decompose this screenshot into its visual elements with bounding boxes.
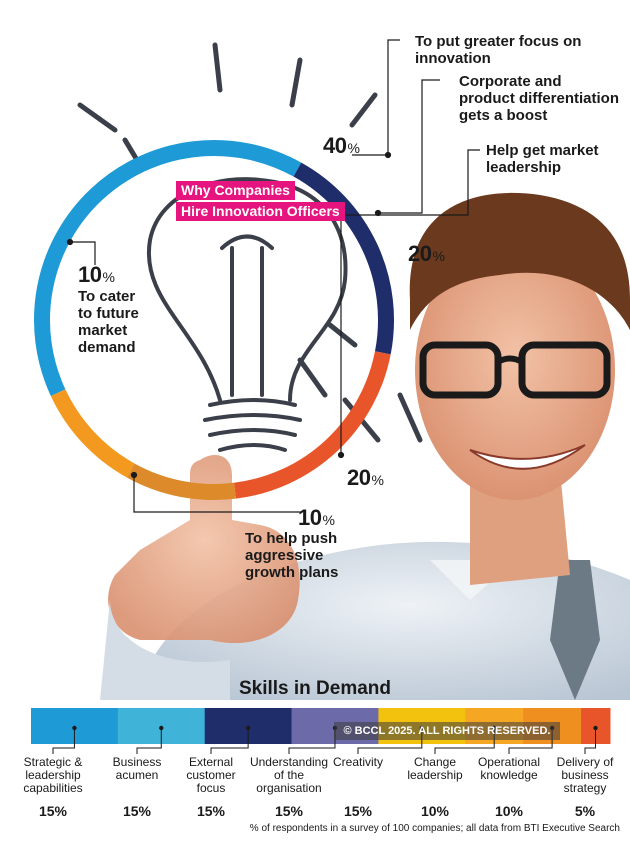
skill-value-delivery-of-business-strategy: 5% — [574, 803, 596, 819]
leader-line-innovation — [352, 39, 400, 156]
skills-leader-line-delivery-of-business-strategy — [584, 728, 597, 754]
skills-leader-line-business-acumen — [136, 728, 162, 754]
skill-label-business-acumen: Business acumen — [112, 755, 162, 782]
skill-label-understanding-of-the-organisation: Understanding of the organisation — [249, 755, 329, 795]
leader-dot-innovation — [384, 151, 392, 159]
copyright-watermark: © BCCL 2025. ALL RIGHTS RESERVED. — [334, 722, 560, 740]
leader-dot-leadership — [337, 451, 345, 459]
slice-label-leadership: Help get market leadership — [486, 142, 599, 176]
leader-dot-future — [66, 238, 74, 246]
skills-leader-dot-delivery-of-business-strategy — [593, 725, 598, 731]
skill-value-business-acumen: 15% — [122, 803, 152, 819]
ring-slice-leadership — [233, 351, 391, 499]
slice-label-differentiation: Corporate and product differentiation ge… — [459, 73, 619, 124]
ring-chart-title-line-2: Hire Innovation Officers — [176, 202, 345, 221]
skills-leader-dot-external-customer-focus — [245, 725, 251, 731]
skill-value-creativity: 15% — [343, 803, 373, 819]
leader-lines — [66, 39, 480, 513]
skill-value-external-customer-focus: 15% — [196, 803, 226, 819]
leader-line-differentiation — [378, 79, 440, 214]
skills-title: Skills in Demand — [238, 678, 392, 699]
leader-line-future — [70, 241, 96, 265]
skill-value-operational-knowledge: 10% — [494, 803, 524, 819]
skill-label-change-leadership: Change leadership — [407, 755, 463, 782]
ring-slice-growth — [126, 463, 236, 500]
ring-slice-innovation — [34, 140, 302, 397]
slice-label-innovation: To put greater focus on innovation — [415, 33, 582, 67]
slice-label-growth: To help push aggressive growth plans — [245, 530, 339, 581]
skill-label-operational-knowledge: Operational knowledge — [477, 755, 541, 782]
skills-leader-line-strategic-leadership-capabilities — [52, 728, 75, 754]
skill-value-strategic-leadership-capabilities: 15% — [38, 803, 68, 819]
lightbulb-sketch — [146, 177, 348, 452]
skills-leader-line-external-customer-focus — [210, 728, 249, 754]
slice-value-innovation: 40% — [323, 133, 360, 158]
skill-label-creativity: Creativity — [332, 755, 383, 769]
slice-value-leadership: 20% — [347, 465, 384, 490]
ring-chart-title: Why Companies Hire Innovation Officers — [176, 181, 345, 223]
ring-slice-future — [50, 389, 135, 478]
skill-value-change-leadership: 10% — [420, 803, 450, 819]
skills-leader-dot-business-acumen — [159, 725, 164, 731]
slice-label-future: To cater to future market demand — [78, 288, 139, 356]
ring-slice-differentiation — [293, 162, 394, 355]
hand-illustration — [100, 455, 300, 700]
leader-line-growth — [133, 475, 300, 513]
slice-value-future: 10% — [78, 262, 115, 287]
footnote: % of respondents in a survey of 100 comp… — [249, 823, 620, 834]
lightbulb-rays — [77, 42, 423, 443]
ring-chart — [34, 140, 394, 500]
leader-line-leadership — [340, 149, 480, 455]
slice-value-growth: 10% — [298, 505, 335, 530]
skill-value-understanding-of-the-organisation: 15% — [274, 803, 304, 819]
leader-dot-growth — [130, 471, 138, 479]
skill-label-strategic-leadership-capabilities: Strategic & leadership capabilities — [23, 755, 83, 795]
slice-value-differentiation: 20% — [408, 241, 445, 266]
ring-chart-title-line-1: Why Companies — [176, 181, 295, 200]
skill-label-external-customer-focus: External customer focus — [186, 755, 236, 795]
skills-leader-dot-strategic-leadership-capabilities — [72, 725, 77, 731]
skill-label-delivery-of-business-strategy: Delivery of business strategy — [556, 755, 614, 795]
